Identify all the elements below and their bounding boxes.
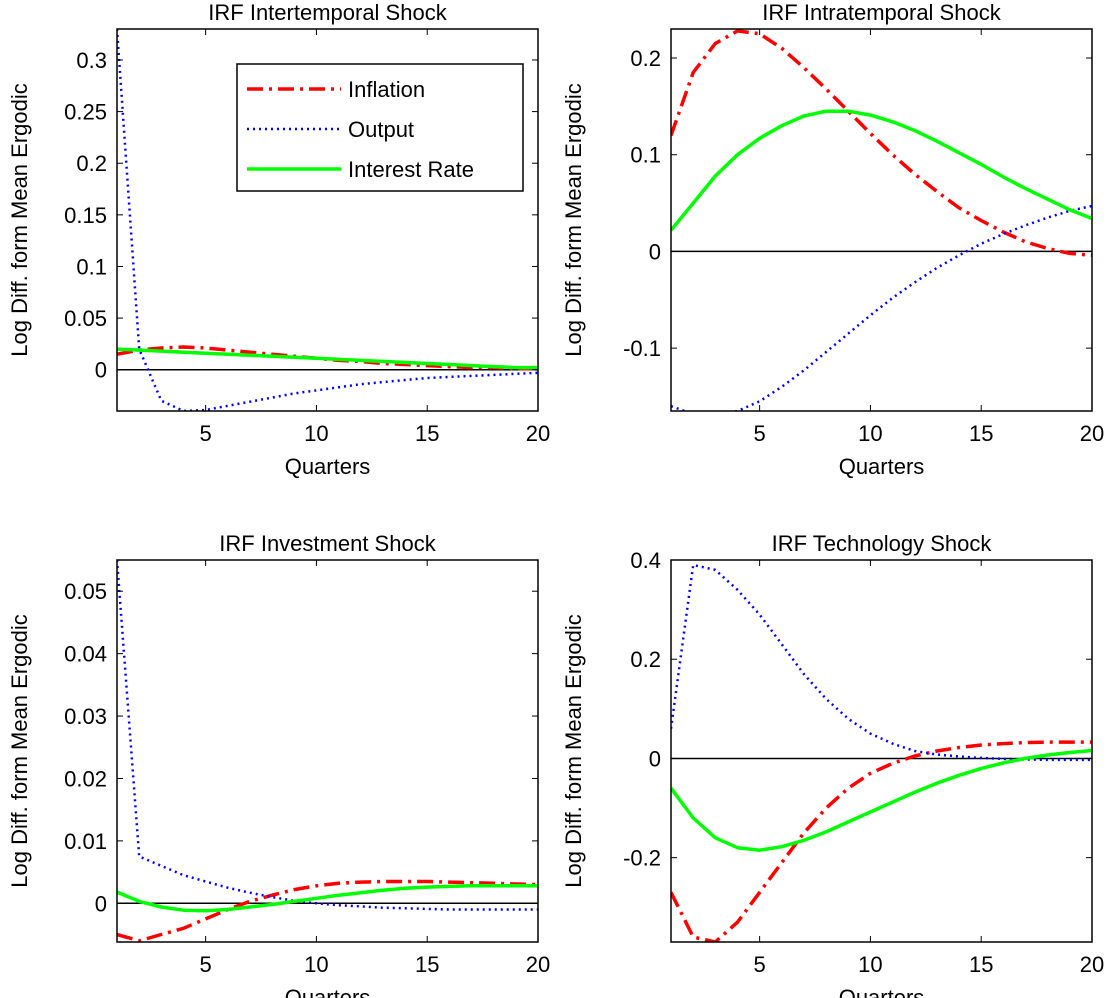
chart-panel-2: IRF Intratemporal Shock 5 10 15 20 -0.1 0 0.1 0.… (561, 0, 1104, 479)
y-tick-label: 0 (95, 891, 107, 916)
x-tick-label: 15 (969, 952, 993, 977)
y-tick-label: 0.25 (64, 100, 107, 125)
x-tick-label: 5 (200, 952, 212, 977)
plot-area (671, 29, 1092, 411)
x-tick-label: 10 (304, 421, 328, 446)
x-tick-label: 15 (969, 421, 993, 446)
x-tick-label: 20 (1080, 952, 1104, 977)
series-line-inflation (117, 879, 538, 942)
y-tick-label: 0.3 (76, 48, 107, 73)
y-tick-label: 0.03 (64, 704, 107, 729)
y-tick-label: 0.1 (76, 254, 107, 279)
legend-label: Output (348, 117, 414, 142)
axes-box (116, 28, 539, 412)
y-axis-label: Log Diff. form Mean Ergodic (561, 614, 586, 888)
axes-box (670, 28, 1093, 412)
y-tick-label: 0.02 (64, 766, 107, 791)
y-tick-label: 0.2 (76, 151, 107, 176)
y-tick-label: 0 (95, 358, 107, 383)
chart-title: IRF Intratemporal Shock (762, 0, 1001, 25)
y-axis-label: Log Diff. form Mean Ergodic (7, 614, 32, 888)
y-tick-label: 0.05 (64, 579, 107, 604)
plot-area (117, 560, 538, 942)
series-line-output (117, 560, 538, 911)
legend-label: Inflation (348, 77, 425, 102)
y-axis-label: Log Diff. form Mean Ergodic (7, 83, 32, 357)
series-line-inflation (671, 29, 1092, 258)
axes-box (116, 559, 539, 943)
x-tick-label: 15 (415, 952, 439, 977)
y-tick-label: 0.4 (630, 548, 661, 573)
chart-title: IRF Investment Shock (219, 531, 436, 556)
series-line-interest-rate (117, 347, 538, 370)
axes-box (670, 559, 1093, 943)
series-line-interest-rate (671, 109, 1092, 232)
chart-panel-3: IRF Investment Shock 5 10 15 20 0 0.01 0.02 0.03… (7, 531, 550, 998)
x-tick-label: 20 (526, 421, 550, 446)
y-tick-label: 0.1 (630, 143, 661, 168)
x-tick-label: 5 (200, 421, 212, 446)
chart-title: IRF Technology Shock (772, 531, 993, 556)
series-line-inflation (117, 345, 538, 371)
chart-title: IRF Intertemporal Shock (208, 0, 447, 25)
y-tick-label: 0.04 (64, 642, 107, 667)
y-tick-label: -0.1 (623, 336, 661, 361)
y-tick-label: -0.2 (623, 846, 661, 871)
x-axis-label: Quarters (285, 985, 371, 998)
series-line-output (671, 563, 1092, 762)
x-tick-label: 15 (415, 421, 439, 446)
y-tick-label: 0.2 (630, 647, 661, 672)
x-axis-label: Quarters (285, 454, 371, 479)
x-tick-label: 10 (858, 421, 882, 446)
y-axis-label: Log Diff. form Mean Ergodic (561, 83, 586, 357)
plot-area (117, 29, 538, 411)
plot-area (671, 563, 1092, 942)
y-tick-label: 0.15 (64, 203, 107, 228)
y-tick-label: 0.05 (64, 306, 107, 331)
legend-label: Interest Rate (348, 157, 474, 182)
x-tick-label: 5 (754, 421, 766, 446)
series-line-interest-rate (671, 748, 1092, 852)
y-tick-label: 0 (649, 239, 661, 264)
series-line-output (671, 204, 1092, 411)
series-line-interest-rate (117, 884, 538, 913)
chart-panel-1: IRF Intertemporal Shock 5 10 15 20 0 0.05 0.1 0.… (7, 0, 550, 479)
series-line-inflation (671, 740, 1092, 942)
chart-panel-4: IRF Technology Shock 5 10 15 20 -0.2 0 0.2 0.4 Qu… (561, 531, 1104, 998)
x-tick-label: 20 (526, 952, 550, 977)
y-tick-label: 0 (649, 746, 661, 771)
x-axis-label: Quarters (839, 985, 925, 998)
x-axis-label: Quarters (839, 454, 925, 479)
x-tick-label: 10 (858, 952, 882, 977)
x-tick-label: 5 (754, 952, 766, 977)
legend: Inflation Output Interest Rate (236, 63, 524, 192)
y-tick-label: 0.01 (64, 829, 107, 854)
y-tick-label: 0.2 (630, 46, 661, 71)
x-tick-label: 10 (304, 952, 328, 977)
series-line-output (117, 29, 538, 411)
x-tick-label: 20 (1080, 421, 1104, 446)
